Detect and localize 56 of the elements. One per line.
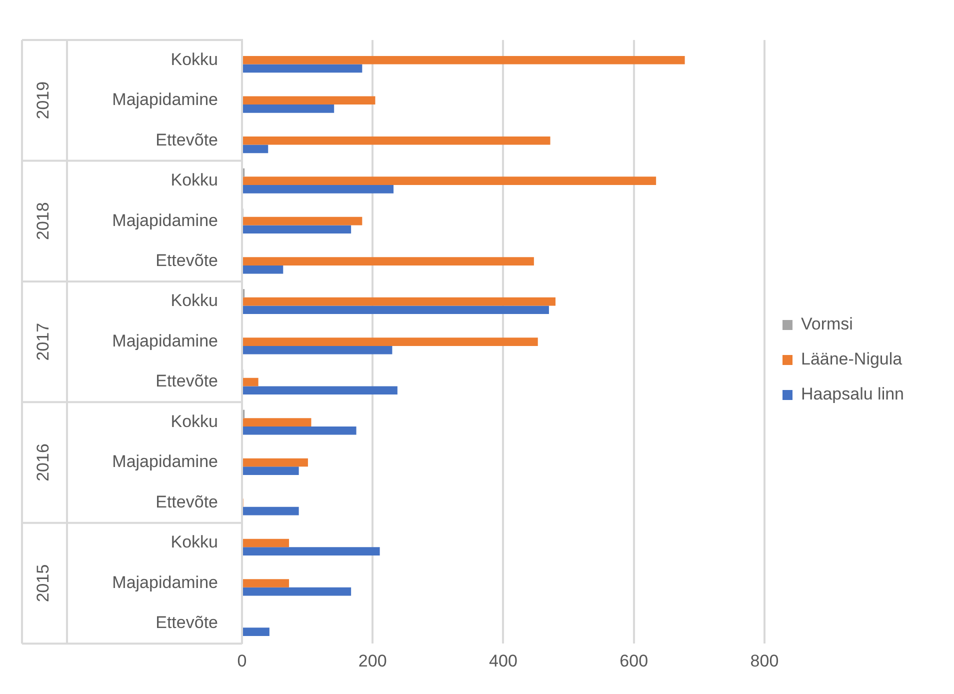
bar <box>243 628 270 636</box>
bar <box>243 386 398 395</box>
y-tick-label: Kokku <box>170 50 218 69</box>
bar <box>243 418 312 426</box>
y-tick-label: Ettevõte <box>156 372 218 391</box>
bar <box>243 257 534 266</box>
bar <box>243 176 656 185</box>
y-tick-label: Majapidamine <box>112 452 218 472</box>
bar <box>243 538 290 548</box>
bar <box>243 56 685 64</box>
bar <box>243 185 394 194</box>
text: 2015 <box>34 564 53 602</box>
bar <box>243 587 352 596</box>
x-tick-label: 200 <box>358 651 387 670</box>
bar <box>243 547 380 556</box>
y-tick-label: Ettevõte <box>156 130 218 150</box>
y-tick-label: Ettevõte <box>156 251 218 270</box>
bar <box>243 426 356 435</box>
bar <box>243 458 308 467</box>
bar <box>243 338 538 346</box>
y-tick-label: Majapidamine <box>112 572 218 592</box>
bar <box>243 506 299 516</box>
y-tick-label: Kokku <box>170 532 218 552</box>
text: 2019 <box>34 81 53 120</box>
bar <box>243 466 299 475</box>
legend-label: Lääne-Nigula <box>800 350 903 369</box>
bar <box>243 144 268 154</box>
text: 2018 <box>34 202 53 240</box>
y-tick-label: Majapidamine <box>112 210 218 230</box>
bar <box>243 216 362 226</box>
bar <box>243 579 290 588</box>
bar <box>243 346 392 354</box>
x-tick-label: 600 <box>620 651 648 670</box>
bar <box>243 265 284 274</box>
y-tick-label: Ettevõte <box>156 492 218 512</box>
y-tick-label: Ettevõte <box>156 613 218 632</box>
legend-label: Vormsi <box>800 314 853 334</box>
y-tick-label: Majapidamine <box>112 90 218 110</box>
text: 2016 <box>34 444 53 482</box>
bar <box>243 96 376 105</box>
bar <box>243 306 549 314</box>
text: 2017 <box>34 322 53 361</box>
x-tick-label: 400 <box>489 651 518 670</box>
bar <box>243 136 550 145</box>
y-tick-label: Kokku <box>170 170 218 190</box>
bar <box>243 297 556 306</box>
y-tick-label: Kokku <box>170 291 218 310</box>
x-tick-label: 0 <box>237 651 247 670</box>
bar <box>243 225 352 234</box>
bar <box>243 64 362 73</box>
y-tick-label: Majapidamine <box>112 331 218 350</box>
x-tick-label: 800 <box>750 651 779 670</box>
y-tick-label: Kokku <box>170 412 218 431</box>
bar <box>243 104 334 113</box>
legend-label: Haapsalu linn <box>800 384 904 404</box>
bar <box>243 378 258 386</box>
